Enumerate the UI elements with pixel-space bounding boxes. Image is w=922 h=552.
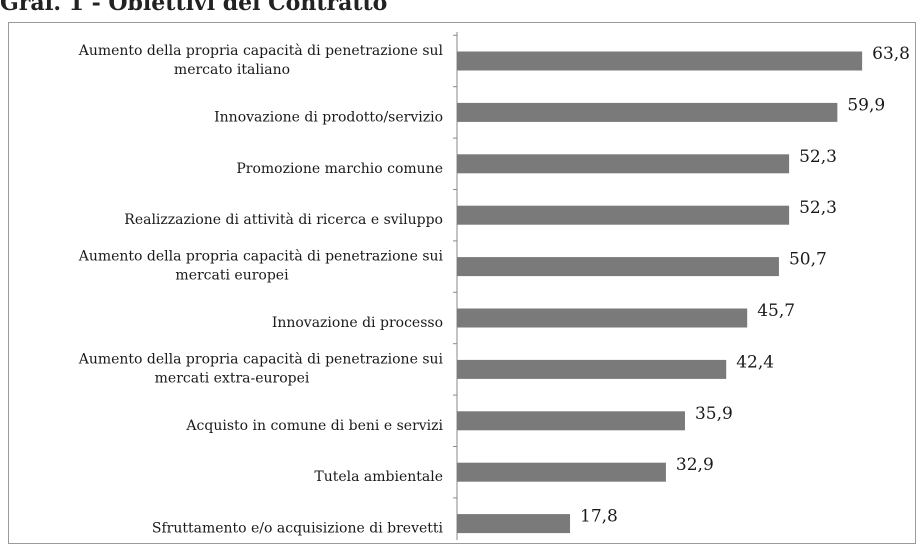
category-label-0: Aumento della propria capacità di penetr… [78, 42, 444, 78]
category-label-4: Aumento della propria capacità di penetr… [78, 248, 444, 284]
category-label-6: Aumento della propria capacità di penetr… [78, 350, 444, 386]
category-label-9: Sfruttamento e/o acquisizione di brevett… [152, 521, 444, 537]
bar-1 [457, 102, 838, 122]
category-label-2: Promozione marchio comune [236, 161, 443, 177]
chart-frame [8, 22, 916, 544]
bar-6 [457, 359, 727, 379]
bar-4 [457, 257, 779, 277]
bar-2 [457, 154, 790, 174]
bar-3 [457, 205, 790, 225]
bar-7 [457, 411, 685, 431]
value-label-9: 17,8 [580, 507, 618, 527]
category-label-3: Realizzazione di attività di ricerca e s… [124, 211, 443, 228]
value-label-4: 50,7 [789, 250, 827, 270]
value-label-5: 45,7 [757, 301, 795, 321]
category-label-1: Innovazione di prodotto/servizio [214, 109, 443, 125]
bar-8 [457, 462, 666, 482]
value-label-0: 63,8 [872, 44, 910, 64]
value-label-3: 52,3 [799, 198, 837, 218]
bar-0 [457, 51, 863, 71]
category-label-5: Innovazione di processo [272, 315, 443, 331]
value-label-8: 32,9 [676, 455, 714, 475]
category-label-7: Acquisto in comune di beni e servizi [185, 418, 443, 434]
category-label-8: Tutela ambientale [314, 469, 443, 485]
bar-5 [457, 308, 748, 328]
value-label-2: 52,3 [799, 147, 837, 167]
chart-title: Graf. 1 - Obiettivi del Contratto [0, 0, 388, 16]
value-label-1: 59,9 [847, 95, 885, 115]
bar-9 [457, 514, 571, 534]
value-label-6: 42,4 [736, 352, 774, 372]
value-label-7: 35,9 [695, 404, 733, 424]
